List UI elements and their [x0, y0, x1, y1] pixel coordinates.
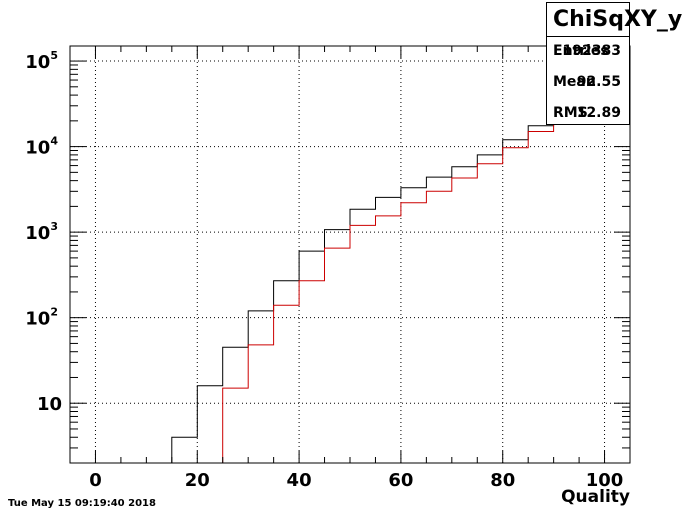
y-tick-label: 103	[25, 220, 58, 244]
x-tick-label: 40	[287, 470, 312, 491]
axes	[69, 45, 631, 464]
x-tick-label: 0	[89, 470, 102, 491]
stats-rms-value: 12.89	[576, 105, 621, 121]
stats-rms-label: RMS	[553, 105, 588, 121]
histogram-series	[70, 71, 605, 464]
x-axis-title: Quality	[561, 487, 630, 507]
x-tick-label: 60	[388, 470, 413, 491]
stats-box: ChiSqXY_y Entries 192383 Mean 92.55 RMS …	[546, 2, 682, 125]
tick-labels: 0 20 40 60 80 100 10 102 103 104 105	[25, 49, 623, 491]
y-tick-label: 10	[37, 394, 62, 415]
stats-rms-row: RMS 12.89	[547, 99, 629, 130]
y-tick-label: 105	[25, 49, 58, 73]
histogram-series-black	[70, 82, 605, 464]
stats-entries-row: Entries 192383	[547, 37, 629, 68]
stats-mean-label: Mean	[553, 74, 596, 90]
x-tick-label: 80	[490, 470, 515, 491]
y-tick-label: 104	[25, 135, 58, 159]
stats-mean-value: 92.55	[576, 74, 621, 90]
x-tick-label: 20	[185, 470, 210, 491]
timestamp: Tue May 15 09:19:40 2018	[8, 498, 156, 509]
y-tick-label: 102	[25, 306, 58, 330]
histogram-series-red	[70, 71, 605, 464]
x-tick-label: 100	[586, 470, 624, 491]
stats-title: ChiSqXY_y	[547, 3, 682, 37]
stats-mean-row: Mean 92.55	[547, 68, 629, 99]
stats-entries-value: 192383	[562, 43, 621, 59]
stats-entries-label: Entries	[553, 43, 609, 59]
